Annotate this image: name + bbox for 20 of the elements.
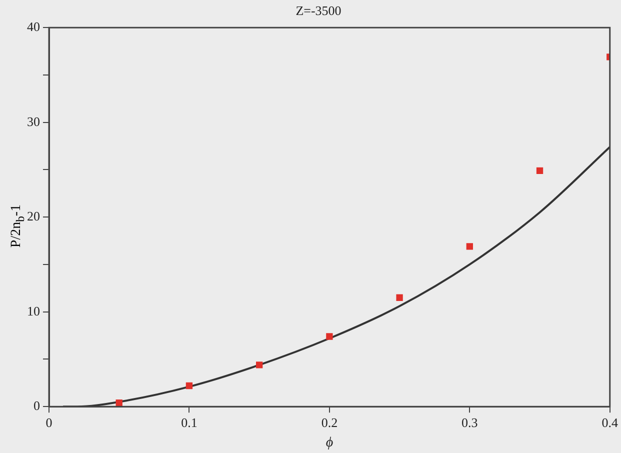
y-tick-label: 40 <box>27 19 40 34</box>
y-tick-label: 10 <box>27 303 40 318</box>
point <box>466 243 473 250</box>
chart-title: Z=-3500 <box>296 3 342 18</box>
point <box>186 382 193 390</box>
point <box>256 362 263 368</box>
x-tick-label: 0 <box>46 414 52 430</box>
x-tick-label: 0.3 <box>462 414 478 430</box>
line-series <box>62 146 610 407</box>
y-tick-label: 0 <box>34 398 40 414</box>
point <box>536 167 544 174</box>
y-tick-label: 20 <box>27 208 40 224</box>
point <box>326 333 333 340</box>
point <box>116 399 122 406</box>
point <box>396 294 403 301</box>
y-tick-label: 30 <box>27 114 40 129</box>
x-axis-title: ϕ <box>326 435 334 450</box>
x-tick-label: 0.4 <box>602 414 618 430</box>
x-tick-label: 0.2 <box>321 414 338 430</box>
x-tick-label: 0.1 <box>181 414 198 430</box>
